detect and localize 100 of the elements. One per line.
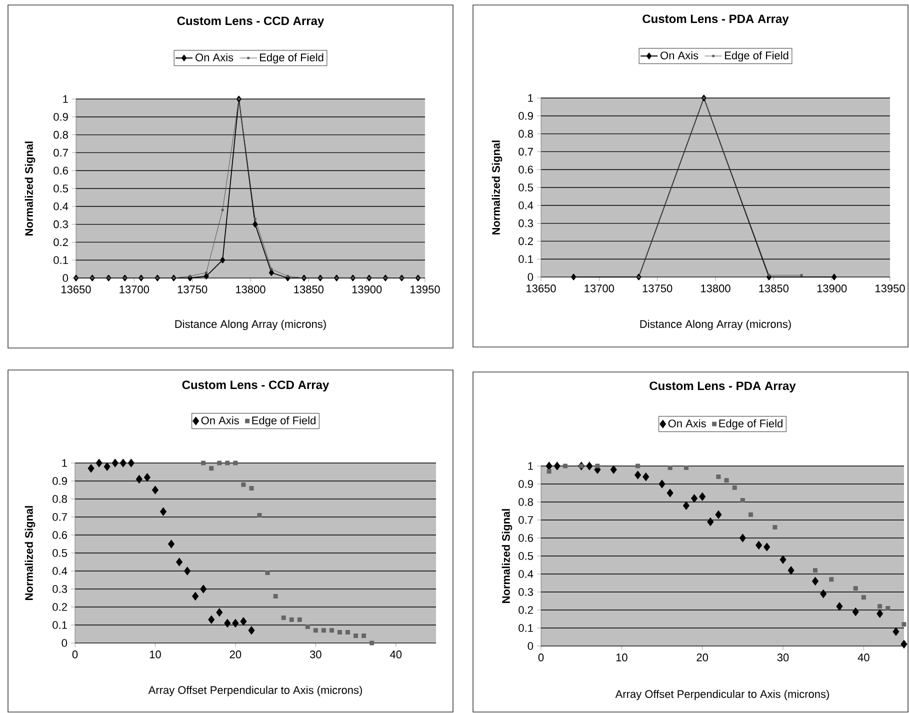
x-tick-label: 13950 xyxy=(876,284,905,292)
x-tick-label: 30 xyxy=(310,650,322,658)
y-tick-label: 0.5 xyxy=(518,184,534,192)
x-tick-label: 13850 xyxy=(294,286,324,294)
x-tick-label: 13900 xyxy=(817,284,847,292)
point xyxy=(249,486,254,490)
point xyxy=(636,464,640,468)
point xyxy=(668,466,672,470)
y-tick-label: 0 xyxy=(528,273,534,281)
point xyxy=(354,634,358,638)
point xyxy=(748,512,753,517)
point xyxy=(176,558,183,566)
point xyxy=(232,618,239,628)
point xyxy=(329,628,334,633)
legend-label: On Axis xyxy=(660,51,698,60)
x-tick-label: 13650 xyxy=(526,284,556,292)
point xyxy=(691,494,698,503)
point xyxy=(829,577,834,582)
point xyxy=(225,460,230,466)
y-tick-label: 0.1 xyxy=(52,621,67,629)
legend-label: Edge of Field xyxy=(260,53,324,64)
y-tick-label: 1 xyxy=(63,95,68,103)
x-tick-label: 13750 xyxy=(642,284,672,292)
point xyxy=(289,617,294,622)
point xyxy=(233,460,238,466)
y-tick-label: 0.5 xyxy=(52,549,67,557)
point xyxy=(208,615,215,624)
y-tick-label: 0.4 xyxy=(518,202,534,210)
y-tick-label: 0.6 xyxy=(518,534,533,542)
x-tick-label: 40 xyxy=(390,650,402,658)
point xyxy=(836,602,843,611)
point xyxy=(224,618,231,628)
y-tick-label: 0.2 xyxy=(52,603,67,611)
y-tick-label: 0.5 xyxy=(518,552,534,560)
point xyxy=(200,584,207,594)
y-tick-label: 0.2 xyxy=(54,238,68,246)
y-tick-label: 0.4 xyxy=(518,570,534,578)
y-tick-label: 0.6 xyxy=(52,531,67,539)
legend-label: On Axis xyxy=(196,53,234,62)
point xyxy=(707,518,714,526)
point xyxy=(666,488,674,498)
point xyxy=(240,617,247,626)
point xyxy=(739,534,746,542)
y-tick-label: 0.3 xyxy=(52,585,67,593)
point xyxy=(217,460,222,466)
point xyxy=(813,568,818,573)
y-tick-label: 0.8 xyxy=(518,130,533,138)
y-tick-label: 0 xyxy=(528,642,534,650)
point xyxy=(610,465,617,474)
x-tick-label: 20 xyxy=(230,650,242,658)
y-tick-label: 0.3 xyxy=(54,220,68,228)
x-tick-label: 30 xyxy=(777,654,789,662)
point xyxy=(724,478,729,483)
x-tick-label: 13700 xyxy=(584,284,614,292)
y-tick-label: 0.8 xyxy=(54,130,68,139)
point xyxy=(201,460,206,466)
point xyxy=(216,608,223,617)
point xyxy=(168,540,175,548)
y-tick-label: 0.1 xyxy=(518,255,533,263)
point xyxy=(571,274,576,280)
point xyxy=(812,576,819,586)
point xyxy=(740,498,745,502)
point xyxy=(204,272,209,280)
y-tick-label: 0.8 xyxy=(518,498,533,506)
y-tick-label: 0.9 xyxy=(52,477,67,485)
point xyxy=(886,606,890,610)
point xyxy=(88,464,94,473)
point xyxy=(684,466,688,470)
y-axis-title: Normalized Signal xyxy=(502,509,512,603)
point xyxy=(861,595,866,600)
y-tick-label: 0.1 xyxy=(518,624,533,632)
legend-label: Edge of Field xyxy=(252,416,316,427)
point xyxy=(546,469,552,474)
point xyxy=(876,609,884,618)
y-tick-label: 0.2 xyxy=(518,606,533,614)
point xyxy=(209,466,214,471)
point xyxy=(772,524,778,530)
y-tick-label: 1 xyxy=(62,459,67,467)
point xyxy=(682,501,690,510)
legend-label: On Axis xyxy=(668,419,706,428)
x-tick-label: 10 xyxy=(616,654,628,662)
y-axis-title: Normalized Signal xyxy=(24,506,36,600)
y-tick-label: 0.3 xyxy=(518,588,533,596)
chart-title: Custom Lens - CCD Array xyxy=(177,16,324,28)
x-tick-label: 13650 xyxy=(62,286,91,294)
point xyxy=(184,566,191,576)
point xyxy=(554,462,560,470)
point xyxy=(273,594,278,598)
point xyxy=(716,474,721,480)
point xyxy=(252,221,258,228)
point xyxy=(297,617,302,622)
y-tick-label: 0.6 xyxy=(518,166,533,174)
y-tick-label: 0.7 xyxy=(52,513,67,521)
point xyxy=(265,570,270,576)
point xyxy=(756,540,762,550)
y-axis-title: Normalized Signal xyxy=(24,142,36,236)
point xyxy=(715,510,722,519)
point xyxy=(128,458,134,468)
x-tick-label: 10 xyxy=(150,650,161,658)
y-tick-label: 0.5 xyxy=(54,184,68,192)
